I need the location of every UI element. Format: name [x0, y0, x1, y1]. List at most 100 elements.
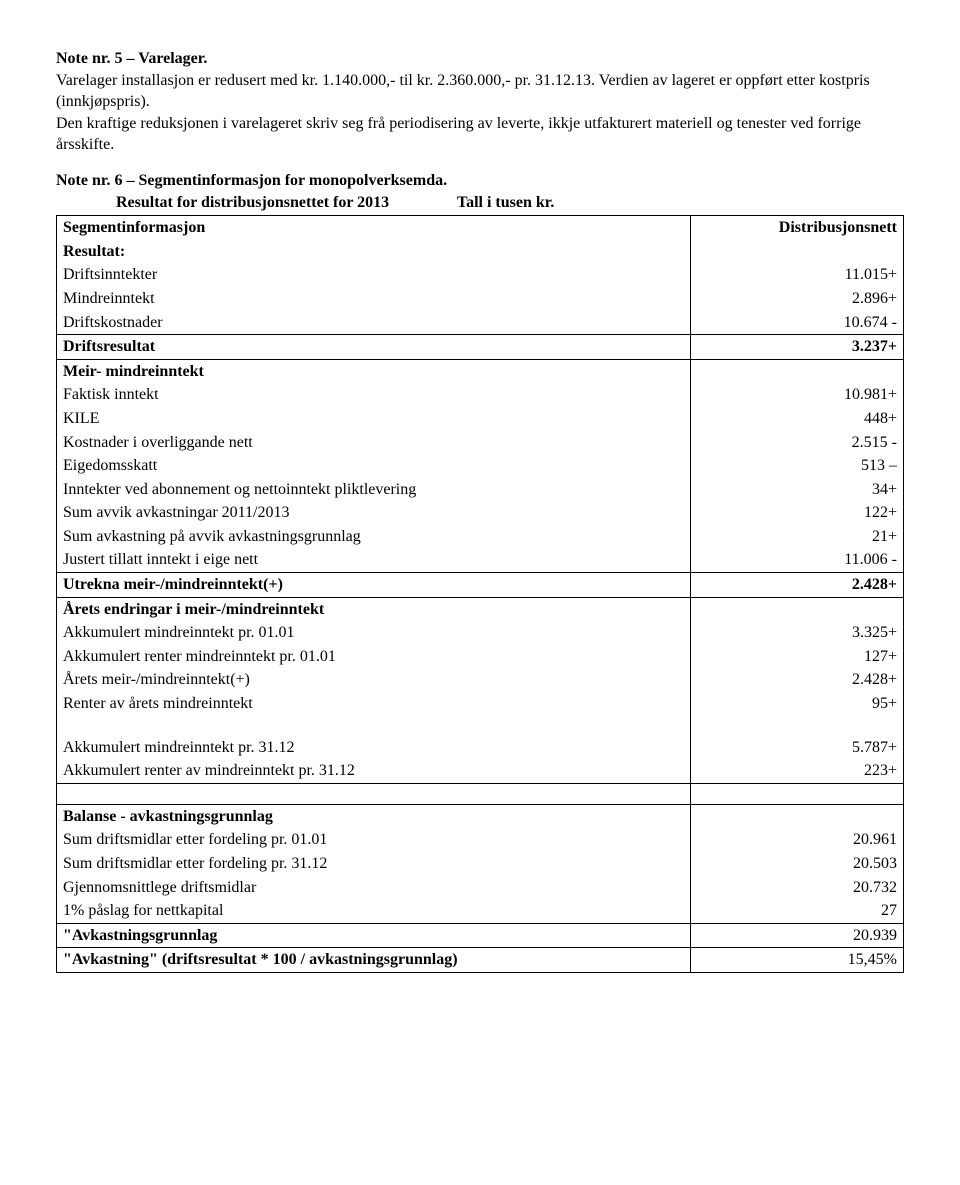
table-row: Sum driftsmidlar etter fordeling pr. 01.…: [57, 828, 904, 852]
note6-title: Note nr. 6 – Segmentinformasjon for mono…: [56, 170, 904, 192]
table-row: Årets endringar i meir-/mindreinntekt: [57, 597, 904, 621]
table-row: Årets meir-/mindreinntekt(+) 2.428+: [57, 668, 904, 692]
cell: Driftsinntekter: [57, 263, 691, 287]
table-row: "Avkastningsgrunnlag 20.939: [57, 923, 904, 948]
cell: 15,45%: [691, 948, 904, 973]
cell: Inntekter ved abonnement og nettoinntekt…: [57, 478, 691, 502]
cell: 223+: [691, 759, 904, 783]
table-row: Eigedomsskatt 513 –: [57, 454, 904, 478]
cell: 20.732: [691, 876, 904, 900]
table-row: Inntekter ved abonnement og nettoinntekt…: [57, 478, 904, 502]
resultat-header: Resultat:: [57, 240, 691, 264]
cell: Akkumulert renter mindreinntekt pr. 01.0…: [57, 645, 691, 669]
cell: Sum avkastning på avvik avkastningsgrunn…: [57, 525, 691, 549]
cell: Justert tillatt inntekt i eige nett: [57, 548, 691, 572]
cell: [691, 783, 904, 804]
col-header-1: Segmentinformasjon: [57, 216, 691, 240]
note6-subtitle: Resultat for distribusjonsnettet for 201…: [56, 192, 904, 214]
table-row: Justert tillatt inntekt i eige nett 11.0…: [57, 548, 904, 572]
table-row: Driftsinntekter 11.015+: [57, 263, 904, 287]
table-row: Sum avvik avkastningar 2011/2013 122+: [57, 501, 904, 525]
cell: 448+: [691, 407, 904, 431]
cell: Akkumulert renter av mindreinntekt pr. 3…: [57, 759, 691, 783]
cell: Driftskostnader: [57, 311, 691, 335]
cell: [691, 716, 904, 736]
cell: Akkumulert mindreinntekt pr. 31.12: [57, 736, 691, 760]
table-header-row: Segmentinformasjon Distribusjonsnett: [57, 216, 904, 240]
table-row: Sum driftsmidlar etter fordeling pr. 31.…: [57, 852, 904, 876]
arets-endringar-header: Årets endringar i meir-/mindreinntekt: [57, 597, 691, 621]
cell: Sum driftsmidlar etter fordeling pr. 31.…: [57, 852, 691, 876]
table-row: Akkumulert mindreinntekt pr. 31.12 5.787…: [57, 736, 904, 760]
cell: 1% påslag for nettkapital: [57, 899, 691, 923]
table-row: Sum avkastning på avvik avkastningsgrunn…: [57, 525, 904, 549]
cell: Årets meir-/mindreinntekt(+): [57, 668, 691, 692]
cell: [691, 597, 904, 621]
cell: [691, 240, 904, 264]
cell: 11.015+: [691, 263, 904, 287]
cell: 11.006 -: [691, 548, 904, 572]
cell: 20.961: [691, 828, 904, 852]
cell: 2.428+: [691, 573, 904, 598]
segment-table: Segmentinformasjon Distribusjonsnett Res…: [56, 215, 904, 973]
table-row: Renter av årets mindreinntekt 95+: [57, 692, 904, 716]
cell: 2.896+: [691, 287, 904, 311]
cell: 21+: [691, 525, 904, 549]
cell: [691, 359, 904, 383]
table-row: [57, 783, 904, 804]
cell: 3.325+: [691, 621, 904, 645]
meir-mindre-header: Meir- mindreinntekt: [57, 359, 691, 383]
cell: 122+: [691, 501, 904, 525]
table-row: KILE 448+: [57, 407, 904, 431]
cell: "Avkastning" (driftsresultat * 100 / avk…: [57, 948, 691, 973]
note5-body: Varelager installasjon er redusert med k…: [56, 72, 870, 154]
table-row: Mindreinntekt 2.896+: [57, 287, 904, 311]
note6-subtitle-right: Tall i tusen kr.: [457, 194, 555, 211]
cell: KILE: [57, 407, 691, 431]
cell: 95+: [691, 692, 904, 716]
table-row: Driftsresultat 3.237+: [57, 335, 904, 360]
note5-block: Note nr. 5 – Varelager. Varelager instal…: [56, 48, 904, 156]
cell: "Avkastningsgrunnlag: [57, 923, 691, 948]
table-row: [57, 716, 904, 736]
cell: 5.787+: [691, 736, 904, 760]
cell: 20.939: [691, 923, 904, 948]
table-row: Balanse - avkastningsgrunnlag: [57, 804, 904, 828]
table-row: Gjennomsnittlege driftsmidlar 20.732: [57, 876, 904, 900]
note5-title: Note nr. 5 – Varelager.: [56, 50, 207, 67]
cell: 2.515 -: [691, 431, 904, 455]
table-row: Akkumulert renter av mindreinntekt pr. 3…: [57, 759, 904, 783]
note6-subtitle-left: Resultat for distribusjonsnettet for 201…: [116, 194, 389, 211]
cell: Eigedomsskatt: [57, 454, 691, 478]
cell: Gjennomsnittlege driftsmidlar: [57, 876, 691, 900]
table-row: Resultat:: [57, 240, 904, 264]
table-row: Meir- mindreinntekt: [57, 359, 904, 383]
table-row: Kostnader i overliggande nett 2.515 -: [57, 431, 904, 455]
cell: 20.503: [691, 852, 904, 876]
cell: Sum avvik avkastningar 2011/2013: [57, 501, 691, 525]
cell: 513 –: [691, 454, 904, 478]
table-row: Utrekna meir-/mindreinntekt(+) 2.428+: [57, 573, 904, 598]
cell: 127+: [691, 645, 904, 669]
table-row: Akkumulert mindreinntekt pr. 01.01 3.325…: [57, 621, 904, 645]
table-row: Driftskostnader 10.674 -: [57, 311, 904, 335]
table-row: Faktisk inntekt 10.981+: [57, 383, 904, 407]
cell: Utrekna meir-/mindreinntekt(+): [57, 573, 691, 598]
table-row: "Avkastning" (driftsresultat * 100 / avk…: [57, 948, 904, 973]
cell: 2.428+: [691, 668, 904, 692]
table-row: 1% påslag for nettkapital 27: [57, 899, 904, 923]
cell: [691, 804, 904, 828]
cell: Renter av årets mindreinntekt: [57, 692, 691, 716]
cell: Mindreinntekt: [57, 287, 691, 311]
cell: 10.674 -: [691, 311, 904, 335]
col-header-2: Distribusjonsnett: [691, 216, 904, 240]
cell: 10.981+: [691, 383, 904, 407]
cell: 3.237+: [691, 335, 904, 360]
cell: 34+: [691, 478, 904, 502]
cell: Driftsresultat: [57, 335, 691, 360]
cell: Akkumulert mindreinntekt pr. 01.01: [57, 621, 691, 645]
note6-block: Note nr. 6 – Segmentinformasjon for mono…: [56, 170, 904, 973]
table-row: Akkumulert renter mindreinntekt pr. 01.0…: [57, 645, 904, 669]
cell: 27: [691, 899, 904, 923]
cell: Sum driftsmidlar etter fordeling pr. 01.…: [57, 828, 691, 852]
